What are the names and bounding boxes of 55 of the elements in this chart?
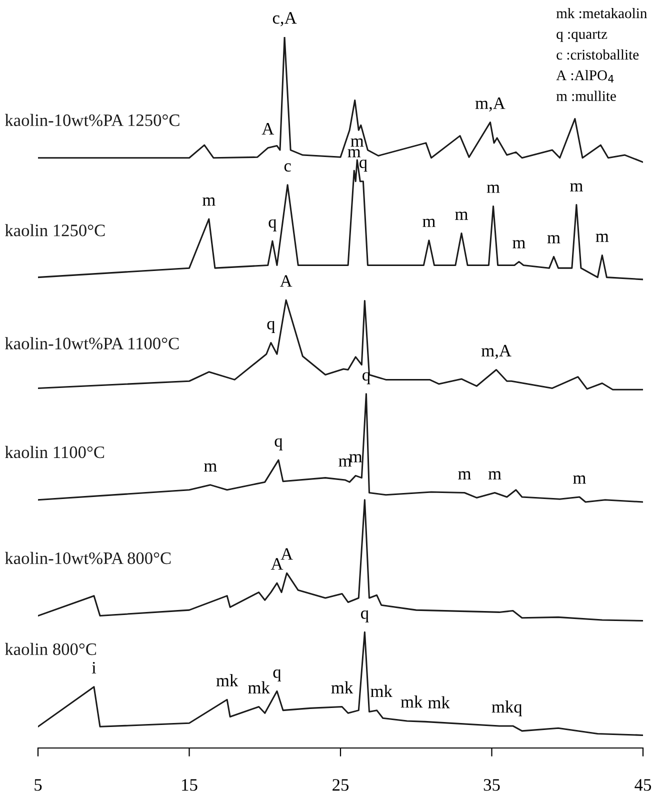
annotation: q :quartz bbox=[556, 30, 608, 42]
annotation: A bbox=[280, 548, 293, 560]
annotation: m,A bbox=[475, 97, 506, 112]
annotation: m bbox=[486, 184, 500, 193]
text: kaolin 1100°C bbox=[5, 446, 104, 458]
annotation: A bbox=[262, 123, 274, 134]
annotation: mk bbox=[428, 696, 450, 708]
text: kaolin 1250°C bbox=[5, 224, 105, 236]
annotation: q bbox=[359, 160, 368, 172]
annotation: m bbox=[512, 240, 526, 248]
annotation: c :cristoballite bbox=[556, 49, 639, 60]
annotation: mkq bbox=[492, 700, 522, 716]
series-label: kaolin-10wt%PA 1100°C bbox=[5, 337, 179, 350]
annotation: m bbox=[547, 235, 560, 244]
annotation: m :mullite bbox=[556, 90, 616, 102]
x-tick-label: 15 bbox=[182, 779, 198, 791]
annotation: q bbox=[362, 372, 370, 384]
annotation: m bbox=[202, 197, 216, 206]
annotation: q bbox=[268, 219, 276, 232]
annotation: A bbox=[270, 558, 284, 570]
annotation: m bbox=[204, 463, 217, 472]
annotation: m,A bbox=[481, 344, 512, 359]
annotation: m bbox=[488, 471, 502, 480]
annotation: m bbox=[349, 454, 362, 462]
text: kaolin-10wt%PA 800°C bbox=[5, 552, 171, 564]
annotation: q bbox=[273, 669, 281, 682]
annotation: mk bbox=[370, 684, 392, 697]
series-label: kaolin-10wt%PA 1250°C bbox=[5, 114, 180, 126]
x-tick-label: 45 bbox=[634, 779, 651, 791]
x-tick-label: 5 bbox=[34, 779, 42, 791]
annotation: c bbox=[284, 163, 291, 172]
series-label: kaolin 800°C bbox=[5, 642, 96, 656]
text: mk :metakaolin bbox=[556, 8, 647, 18]
annotation: mk bbox=[331, 681, 354, 694]
annotation: q bbox=[267, 320, 275, 334]
annotation: c,A bbox=[272, 12, 297, 26]
x-tick-label: 35 bbox=[484, 779, 500, 791]
annotation: mk bbox=[248, 681, 270, 694]
annotation: m bbox=[338, 458, 352, 467]
annotation: mk bbox=[216, 674, 238, 686]
annotation: q bbox=[360, 610, 369, 622]
annotation: m bbox=[350, 138, 364, 147]
annotation: i bbox=[92, 662, 96, 674]
annotation: A bbox=[280, 275, 292, 287]
annotation: m bbox=[596, 234, 609, 242]
annotation: m bbox=[422, 218, 436, 227]
annotation: A :AlPO$_{4}$ bbox=[556, 70, 614, 82]
annotation: mk bbox=[400, 696, 423, 708]
annotation: m bbox=[348, 149, 361, 158]
x-tick-label: 25 bbox=[332, 779, 348, 791]
annotation: m bbox=[570, 183, 583, 192]
annotation: m bbox=[573, 475, 586, 484]
annotation: q bbox=[274, 438, 283, 450]
annotation: m bbox=[455, 212, 468, 220]
annotation: m bbox=[458, 471, 472, 480]
